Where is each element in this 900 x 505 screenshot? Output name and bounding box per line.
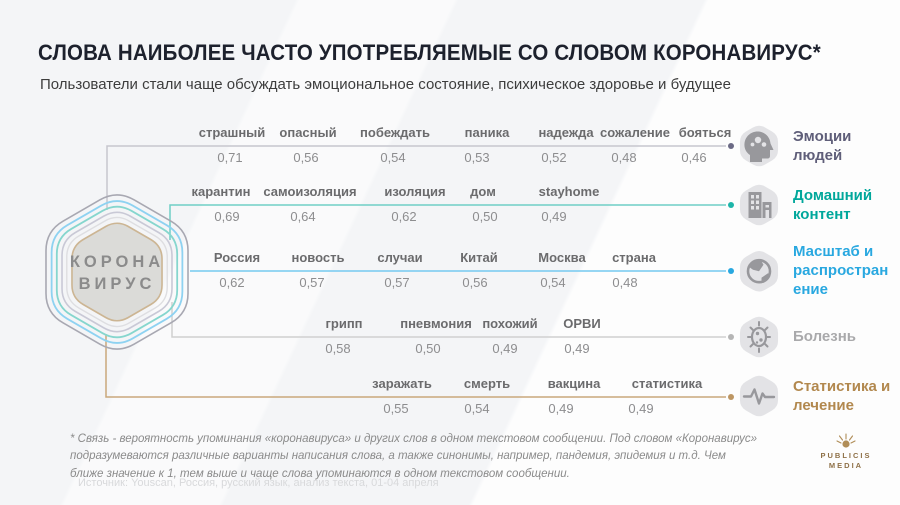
keyword-value: 0,49	[628, 401, 654, 416]
page-title: СЛОВА НАИБОЛЕЕ ЧАСТО УПОТРЕБЛЯЕМЫЕ СО СЛ…	[38, 40, 821, 65]
keyword-value: 0,56	[293, 150, 319, 165]
keyword: карантин	[191, 184, 251, 199]
keyword-value: 0,48	[612, 275, 638, 290]
keyword-value: 0,54	[464, 401, 490, 416]
keyword-value: 0,46	[681, 150, 707, 165]
category-label-home-content: Домашний контент	[793, 186, 873, 223]
category-disease: Болезнь	[736, 314, 896, 360]
buildings-icon	[739, 184, 779, 226]
keyword: опасный	[279, 125, 337, 140]
keyword-value: 0,69	[214, 209, 240, 224]
globe-icon	[739, 250, 779, 292]
keyword-value: 0,56	[462, 275, 488, 290]
keyword: грипп	[325, 316, 363, 331]
keyword-value: 0,49	[564, 341, 590, 356]
keyword-value: 0,52	[541, 150, 567, 165]
category-label-scale-spread: Масштаб и распространение	[793, 243, 889, 299]
keyword-value: 0,50	[415, 341, 441, 356]
keyword-value: 0,58	[325, 341, 351, 356]
keyword: паника	[464, 125, 510, 140]
category-label-disease: Болезнь	[793, 328, 856, 346]
publicis-media-logo: PUBLICIS MEDIA	[818, 433, 874, 471]
lion-crest-icon	[836, 433, 856, 448]
keyword-value: 0,62	[219, 275, 245, 290]
keyword-value: 0,50	[472, 209, 498, 224]
category-label-statistics-treatment: Статистика и лечение	[793, 377, 891, 414]
logo-division: MEDIA	[828, 461, 864, 470]
keyword: ОРВИ	[563, 316, 601, 331]
keyword: надежда	[538, 125, 594, 140]
keyword: похожий	[482, 316, 538, 331]
keyword-value: 0,54	[540, 275, 566, 290]
keyword-value: 0,53	[464, 150, 490, 165]
keyword: побеждать	[360, 125, 430, 140]
keyword: бояться	[678, 125, 732, 140]
keyword: новость	[291, 250, 345, 265]
keyword: Москва	[538, 250, 586, 265]
hub-label-line1: КОРОНА	[69, 253, 165, 271]
pulse-icon	[739, 375, 779, 417]
category-emotions: Эмоции людей	[736, 123, 896, 169]
keyword-value: 0,57	[384, 275, 410, 290]
keyword: вакцина	[547, 376, 601, 391]
keyword: случаи	[377, 250, 423, 265]
keyword: сожаление	[600, 125, 670, 140]
keyword-value: 0,55	[383, 401, 409, 416]
keyword-value: 0,49	[492, 341, 518, 356]
keyword: страшный	[198, 125, 266, 140]
category-label-emotions: Эмоции людей	[793, 127, 852, 164]
keyword-value: 0,71	[217, 150, 243, 165]
keyword-value: 0,62	[391, 209, 417, 224]
keyword: дом	[470, 184, 496, 199]
keyword-value: 0,54	[380, 150, 406, 165]
keyword: смерть	[463, 376, 511, 391]
hub-label: КОРОНА ВИРУС	[37, 251, 197, 295]
keyword: страна	[612, 250, 656, 265]
head-gears-icon	[739, 125, 779, 167]
category-statistics-treatment: Статистика и лечение	[736, 373, 896, 419]
logo-company: PUBLICIS	[820, 451, 872, 460]
keyword: Россия	[213, 250, 261, 265]
keyword-value: 0,49	[541, 209, 567, 224]
keyword: Китай	[460, 250, 498, 265]
keyword: заражать	[372, 376, 432, 391]
keyword-value: 0,48	[611, 150, 637, 165]
category-scale-spread: Масштаб и распространение	[736, 242, 896, 300]
source-line: Источник: Youscan, Россия, русский язык,…	[78, 477, 439, 489]
page-subtitle: Пользователи стали чаще обсуждать эмоцио…	[40, 76, 731, 93]
keyword: пневмония	[400, 316, 472, 331]
keyword: stayhome	[538, 184, 600, 199]
category-home-content: Домашний контент	[736, 182, 896, 228]
footnote: * Связь - вероятность упоминания «корона…	[70, 433, 757, 480]
germ-icon	[739, 316, 779, 358]
keyword-value: 0,57	[299, 275, 325, 290]
keyword: самоизоляция	[263, 184, 357, 199]
keyword: изоляция	[384, 184, 446, 199]
keyword: статистика	[631, 376, 703, 391]
keyword-value: 0,64	[290, 209, 316, 224]
coronavirus-hub-hexagon	[45, 194, 189, 350]
hub-label-line2: ВИРУС	[78, 275, 156, 293]
keyword-value: 0,49	[548, 401, 574, 416]
